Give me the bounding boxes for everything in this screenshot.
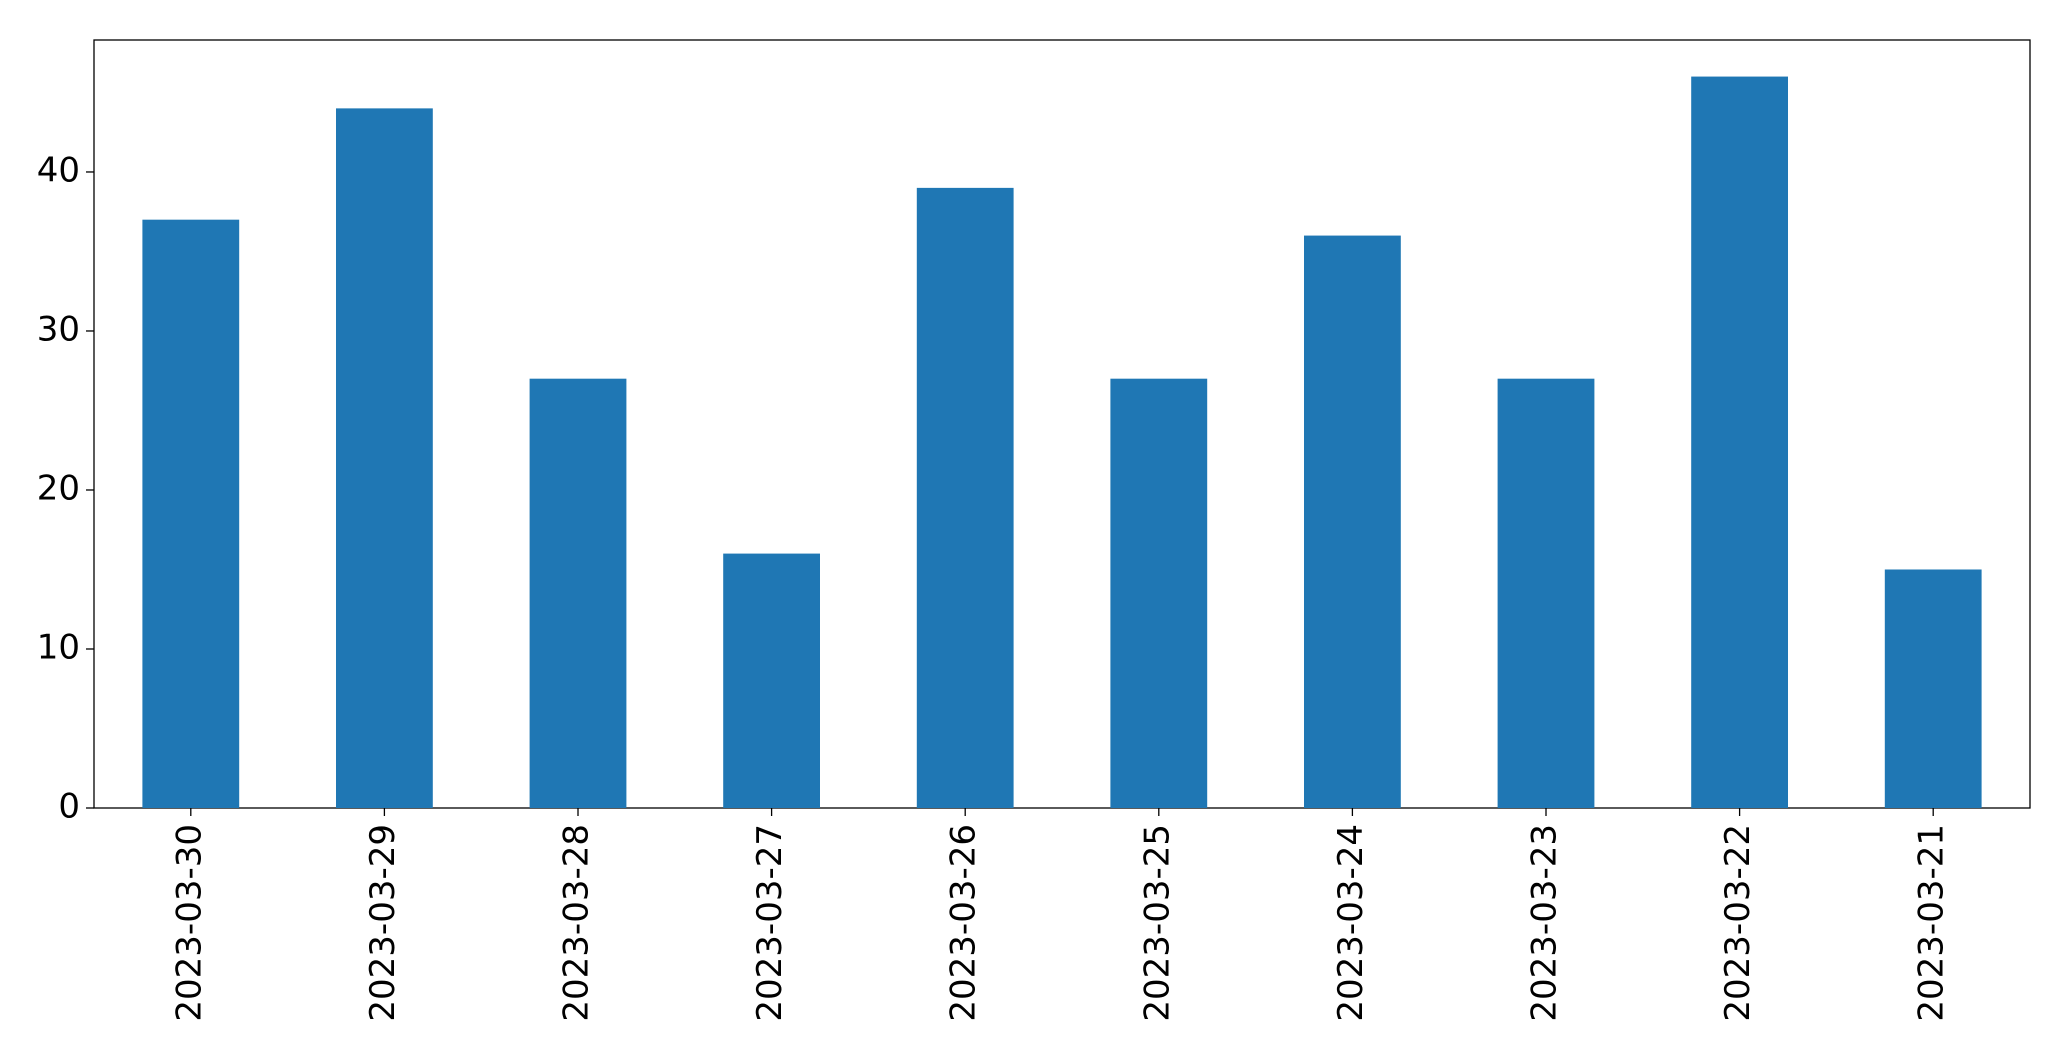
bar bbox=[1304, 235, 1401, 808]
x-tick-label: 2023-03-24 bbox=[1331, 824, 1371, 1022]
y-tick-label: 20 bbox=[37, 468, 80, 508]
x-tick-label: 2023-03-28 bbox=[557, 824, 597, 1022]
x-tick-label: 2023-03-22 bbox=[1718, 824, 1758, 1022]
x-tick-label: 2023-03-23 bbox=[1525, 824, 1565, 1022]
x-tick-label: 2023-03-29 bbox=[363, 824, 403, 1022]
y-tick-label: 30 bbox=[37, 309, 80, 349]
bar bbox=[1497, 378, 1595, 808]
bar bbox=[336, 108, 433, 808]
y-tick-label: 40 bbox=[37, 150, 80, 190]
x-tick-label: 2023-03-21 bbox=[1912, 824, 1952, 1022]
bar bbox=[529, 378, 627, 808]
x-tick-label: 2023-03-27 bbox=[750, 824, 790, 1022]
x-tick-label: 2023-03-26 bbox=[944, 824, 984, 1022]
bar bbox=[142, 219, 240, 809]
bar bbox=[1691, 76, 1788, 809]
bar bbox=[1884, 569, 1982, 808]
bar bbox=[723, 553, 820, 808]
y-tick-label: 0 bbox=[58, 787, 80, 827]
y-tick-label: 10 bbox=[37, 627, 80, 667]
x-tick-label: 2023-03-25 bbox=[1137, 824, 1177, 1022]
x-tick-label: 2023-03-30 bbox=[169, 824, 209, 1022]
bar bbox=[1110, 378, 1208, 808]
plot-frame bbox=[93, 39, 2031, 809]
bar bbox=[916, 187, 1014, 808]
